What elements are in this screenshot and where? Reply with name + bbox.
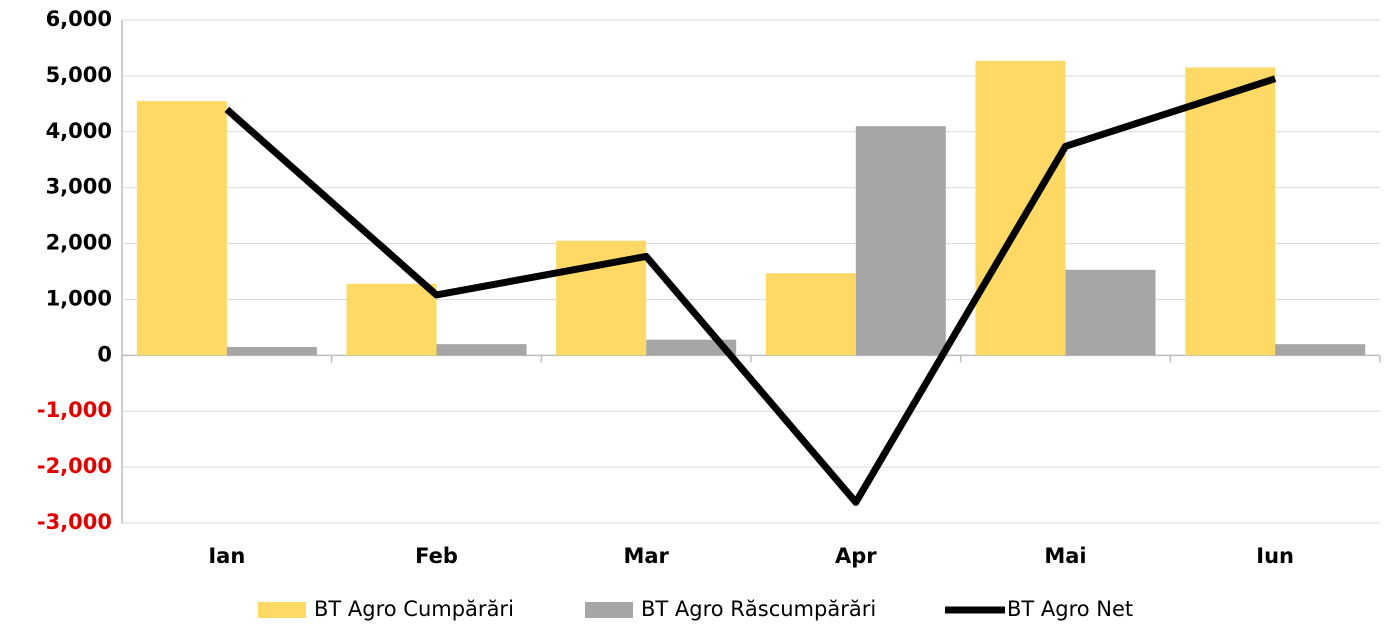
x-tick-label: Ian <box>208 544 245 568</box>
x-tick-label: Apr <box>835 544 877 568</box>
bar <box>855 126 946 356</box>
x-tick-label: Feb <box>415 544 458 568</box>
y-tick-label: 5,000 <box>46 63 112 87</box>
bar <box>646 339 737 356</box>
bar <box>975 60 1066 356</box>
bar <box>226 346 317 356</box>
y-tick-label: 2,000 <box>46 231 112 255</box>
bar <box>136 101 227 356</box>
y-tick-label: -3,000 <box>37 510 112 534</box>
bar <box>765 273 856 356</box>
y-tick-label: 0 <box>97 342 112 366</box>
bar <box>1065 269 1156 356</box>
legend-label: BT Agro Răscumpărări <box>641 597 876 621</box>
y-tick-label: -2,000 <box>37 454 112 478</box>
bar <box>1185 67 1276 356</box>
y-tick-label: 1,000 <box>46 286 112 310</box>
y-tick-label: -1,000 <box>37 398 112 422</box>
y-tick-label: 4,000 <box>46 119 112 143</box>
x-tick-label: Mai <box>1044 544 1086 568</box>
bar <box>1275 344 1366 356</box>
legend-swatch <box>585 602 633 618</box>
legend-swatch <box>258 602 306 618</box>
x-tick-label: Mar <box>623 544 669 568</box>
bar <box>346 283 437 356</box>
y-tick-label: 3,000 <box>46 175 112 199</box>
legend-label: BT Agro Net <box>1007 597 1133 621</box>
legend-label: BT Agro Cumpărări <box>314 597 514 621</box>
y-tick-label: 6,000 <box>46 7 112 31</box>
x-tick-label: Iun <box>1256 544 1294 568</box>
line <box>224 75 1277 506</box>
bar <box>436 344 527 356</box>
